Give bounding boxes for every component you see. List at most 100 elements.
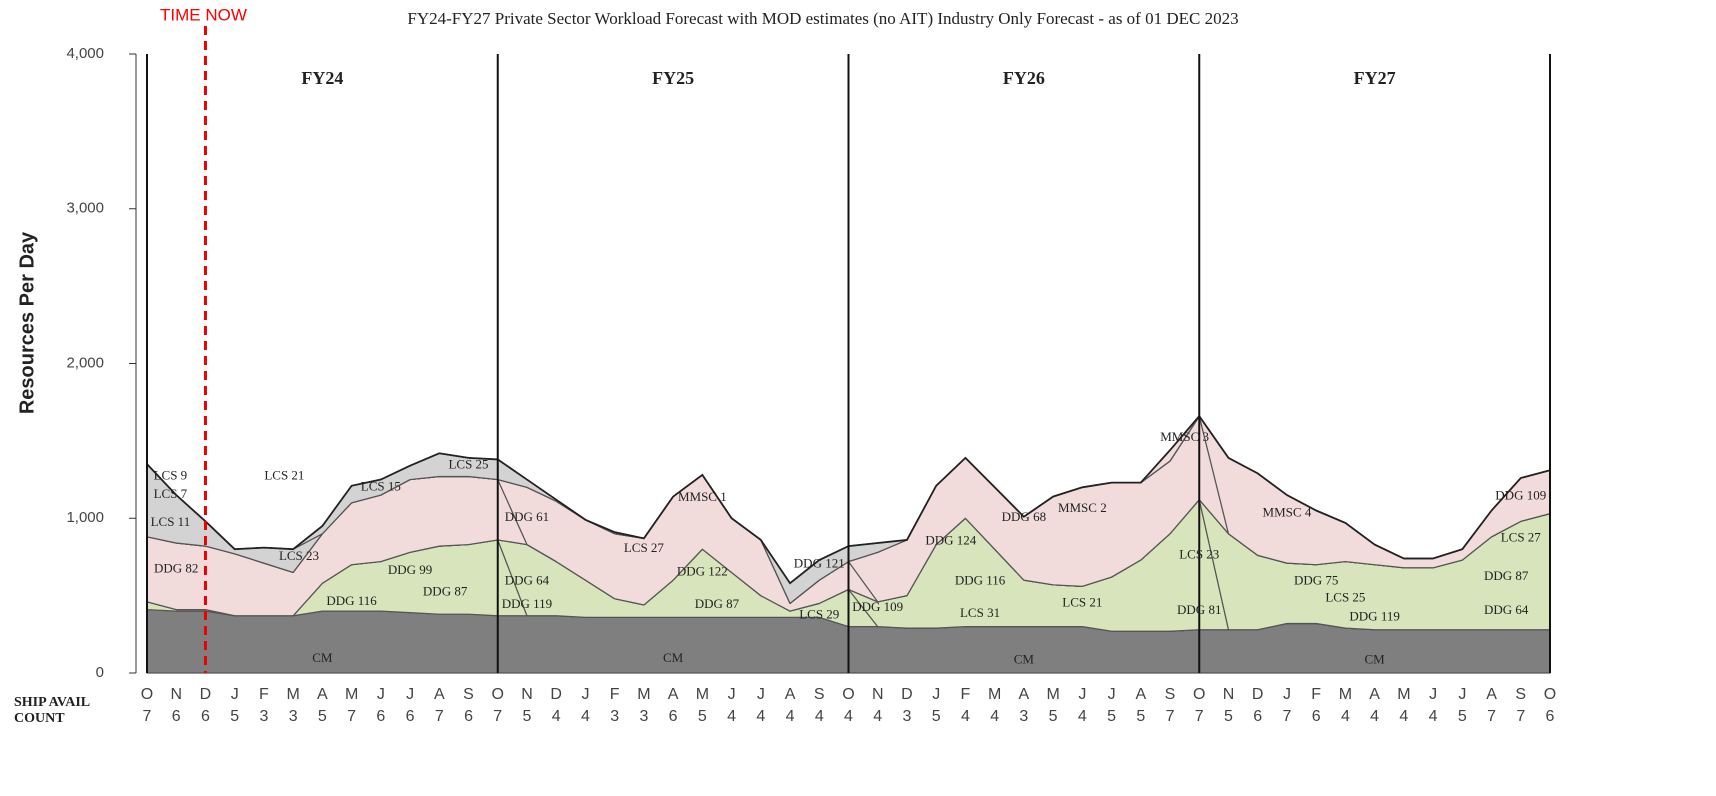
x-tick-label: M <box>345 686 358 703</box>
annotation: DDG 81 <box>1177 602 1221 617</box>
annotation: DDG 109 <box>1495 488 1546 503</box>
count: 7 <box>1195 708 1204 725</box>
count: 7 <box>347 708 356 725</box>
x-tick-label: N <box>521 686 533 703</box>
count: 3 <box>610 708 619 725</box>
series-label: MMSC 2 <box>1058 500 1107 515</box>
count: 3 <box>639 708 648 725</box>
series-label: LCS 9 <box>154 467 188 482</box>
annotation: DDG 99 <box>388 562 432 577</box>
x-tick-label: N <box>170 686 182 703</box>
series-label: DDG 82 <box>154 560 198 575</box>
series-label: DDG 75 <box>1294 573 1338 588</box>
count: 3 <box>903 708 912 725</box>
x-tick-label: O <box>1544 686 1556 703</box>
x-tick-label: A <box>1486 686 1497 703</box>
series-label: DDG 116 <box>326 593 377 608</box>
count: 3 <box>259 708 268 725</box>
count: 4 <box>1370 708 1379 725</box>
x-tick-label: A <box>1135 686 1146 703</box>
count: 7 <box>143 708 152 725</box>
x-tick-label: J <box>1429 686 1437 703</box>
x-tick-label: J <box>406 686 414 703</box>
annotation: CM <box>663 650 684 665</box>
x-tick-label: O <box>141 686 153 703</box>
x-tick-label: N <box>1223 686 1235 703</box>
annotation: LCS 31 <box>960 605 1000 620</box>
x-tick-label: M <box>286 686 299 703</box>
annotation: LCS 21 <box>264 467 304 482</box>
count: 4 <box>1399 708 1408 725</box>
count: 4 <box>727 708 736 725</box>
y-tick-label: 4,000 <box>66 45 104 62</box>
x-tick-label: J <box>581 686 589 703</box>
count: 6 <box>1312 708 1321 725</box>
annotation: LCS 25 <box>1325 590 1365 605</box>
annotation: DDG 109 <box>852 599 903 614</box>
count: 7 <box>435 708 444 725</box>
annotation: DDG 119 <box>502 596 552 611</box>
chart-title: FY24-FY27 Private Sector Workload Foreca… <box>407 9 1238 28</box>
x-tick-label: J <box>1108 686 1116 703</box>
period-label: FY27 <box>1354 68 1396 88</box>
annotation: LCS 27 <box>1501 529 1542 544</box>
count: 4 <box>961 708 970 725</box>
y-tick-label: 1,000 <box>66 509 104 526</box>
x-tick-label: D <box>200 686 212 703</box>
annotation: LCS 11 <box>151 514 191 529</box>
count-label: SHIP AVAIL <box>14 695 90 710</box>
count: 6 <box>172 708 181 725</box>
count: 3 <box>289 708 298 725</box>
count: 4 <box>552 708 561 725</box>
period-label: FY26 <box>1003 68 1045 88</box>
series-label: LCS 15 <box>361 478 401 493</box>
x-tick-label: D <box>901 686 913 703</box>
count: 7 <box>493 708 502 725</box>
x-tick-label: M <box>1397 686 1410 703</box>
x-tick-label: D <box>550 686 562 703</box>
count: 4 <box>1429 708 1438 725</box>
series-label: DDG 122 <box>677 563 728 578</box>
series-label: DDG 124 <box>925 532 976 547</box>
x-tick-label: S <box>1515 686 1526 703</box>
annotation: DDG 116 <box>955 573 1006 588</box>
series-label: MMSC 3 <box>1160 429 1209 444</box>
series-label: MMSC 4 <box>1263 505 1312 520</box>
annotation: LCS 23 <box>279 548 319 563</box>
count: 6 <box>669 708 678 725</box>
count: 5 <box>1049 708 1058 725</box>
series-label: DDG 61 <box>505 509 549 524</box>
annotation: MMSC 1 <box>678 489 727 504</box>
count: 4 <box>1341 708 1350 725</box>
count: 5 <box>318 708 327 725</box>
count: 4 <box>844 708 853 725</box>
count: 6 <box>1253 708 1262 725</box>
annotation: CM <box>1365 652 1386 667</box>
x-tick-label: O <box>842 686 854 703</box>
count: 4 <box>873 708 882 725</box>
x-tick-label: J <box>1458 686 1466 703</box>
count: 6 <box>1546 708 1555 725</box>
y-axis-label: Resources Per Day <box>16 231 38 414</box>
count: 4 <box>990 708 999 725</box>
y-tick-label: 3,000 <box>66 200 104 217</box>
time-now-label: TIME NOW <box>160 5 247 24</box>
x-tick-label: M <box>1046 686 1059 703</box>
annotation: LCS 7 <box>154 486 188 501</box>
series-label: DDG 121 <box>794 556 845 571</box>
count: 5 <box>1458 708 1467 725</box>
x-tick-label: N <box>872 686 884 703</box>
y-tick-label: 2,000 <box>66 354 104 371</box>
x-tick-label: J <box>377 686 385 703</box>
x-tick-label: A <box>434 686 445 703</box>
count: 5 <box>1224 708 1233 725</box>
x-tick-label: O <box>492 686 504 703</box>
x-tick-label: A <box>317 686 328 703</box>
x-tick-label: D <box>1252 686 1264 703</box>
count: 7 <box>1516 708 1525 725</box>
annotation: DDG 64 <box>1484 602 1529 617</box>
x-tick-label: A <box>785 686 796 703</box>
annotation: DDG 64 <box>505 573 550 588</box>
x-tick-label: A <box>668 686 679 703</box>
